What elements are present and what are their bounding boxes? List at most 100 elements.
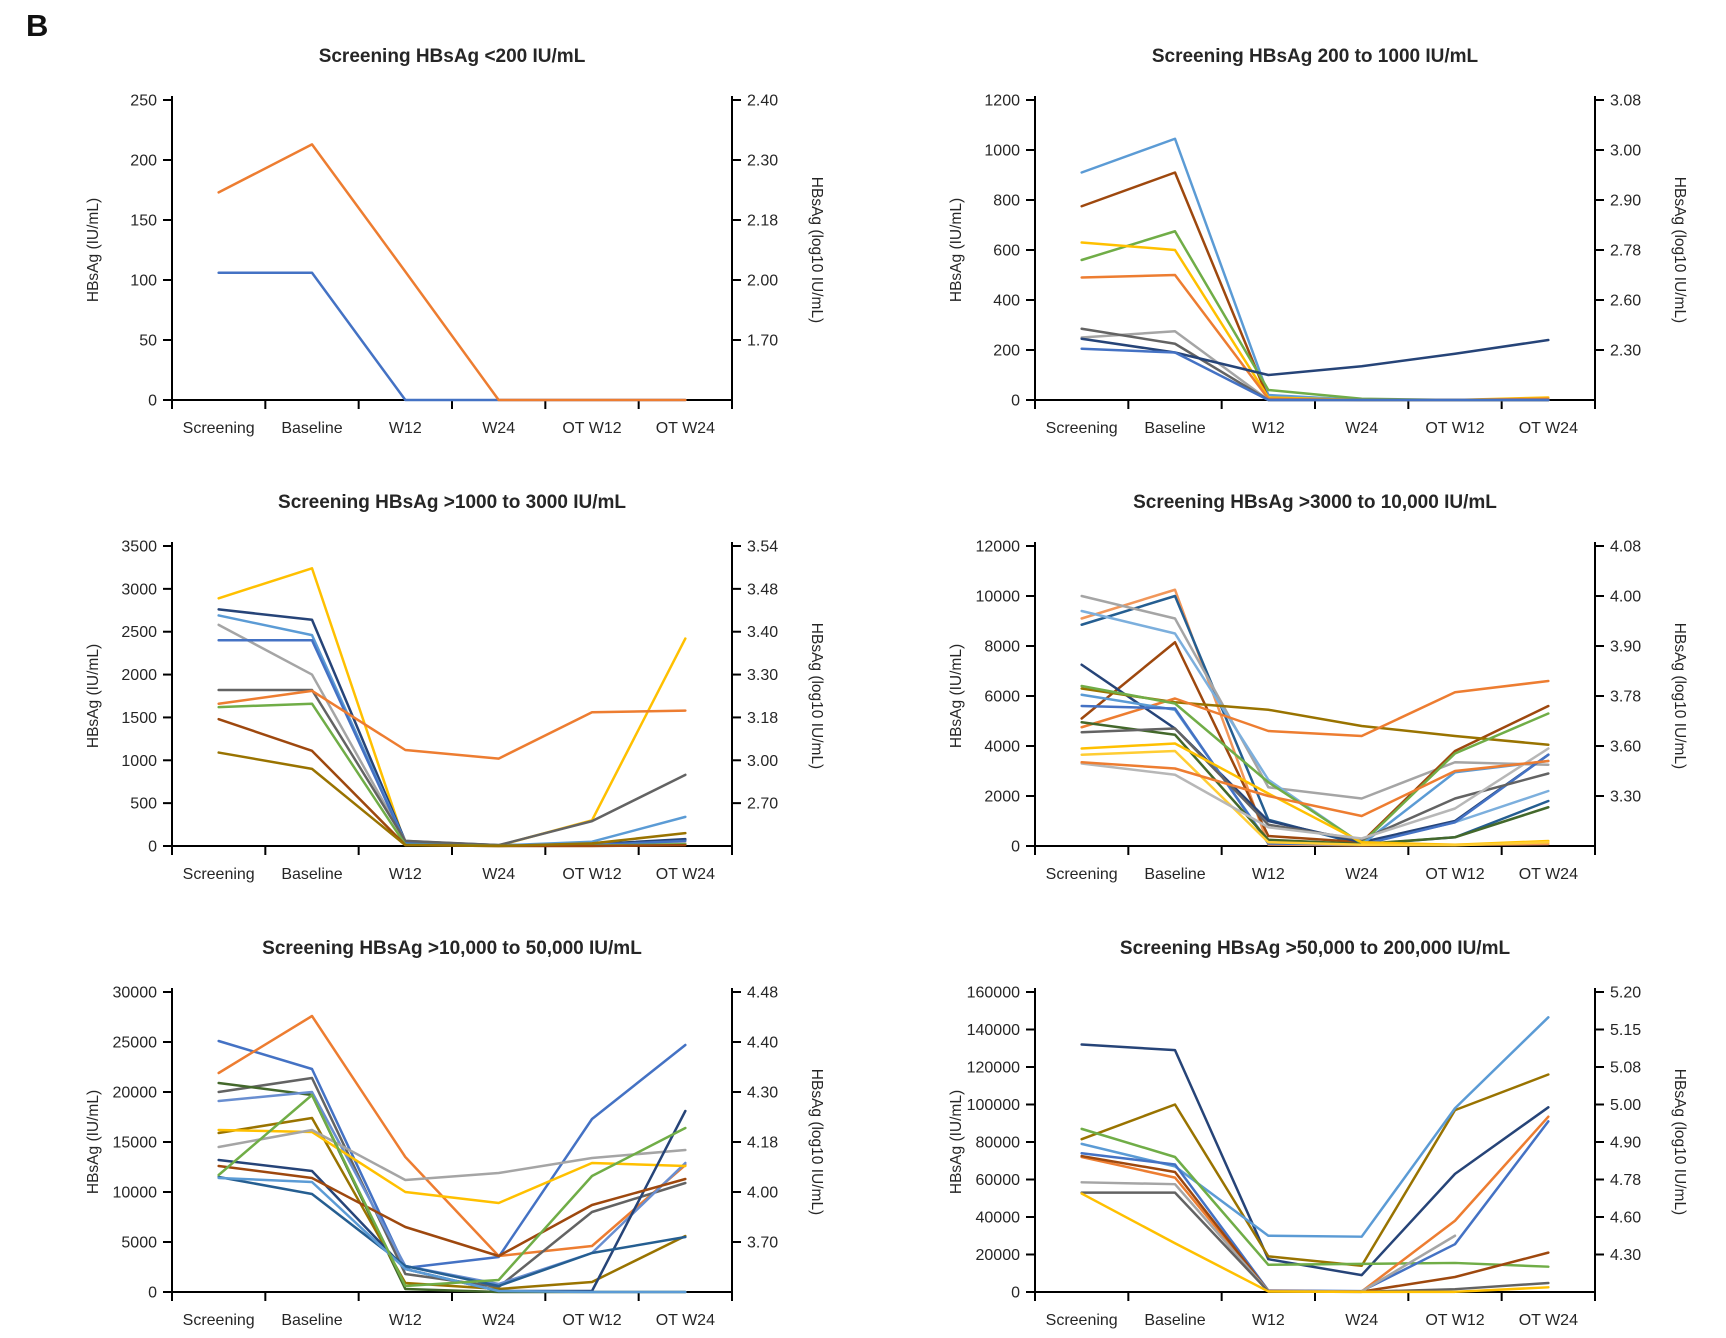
left-axis-tick-label: 150 [130,213,157,230]
left-axis-tick-label: 400 [993,293,1020,310]
left-axis-tick-label: 1000 [121,753,157,770]
right-axis-tick-label: 2.90 [1610,193,1641,210]
left-axis-tick-label: 0 [148,393,157,410]
series-line [1080,1043,1550,1277]
chart-hbsag-10000-50000: Screening HBsAg >10,000 to 50,000 IU/mL 0… [40,908,903,1338]
right-axis-tick-label: 4.18 [747,1135,778,1152]
x-axis-category-label: OT W12 [1425,1312,1484,1329]
left-axis-tick-label: 12000 [976,539,1021,556]
x-axis-category-label: W12 [1252,866,1285,883]
left-axis-tick-label: 15000 [113,1135,158,1152]
right-axis-title: HBsAg (log10 IU/mL) [808,623,825,769]
chart-title: Screening HBsAg <200 IU/mL [319,46,586,67]
right-axis-tick-label: 4.60 [1610,1210,1641,1227]
right-axis-tick-label: 4.00 [747,1185,778,1202]
left-axis-tick-label: 25000 [113,1035,158,1052]
left-axis-tick-label: 3500 [121,539,157,556]
x-axis-category-label: OT W12 [562,866,621,883]
x-axis-category-label: Baseline [1144,866,1205,883]
series-line [1080,1073,1550,1267]
left-axis-title: HBsAg (IU/mL) [948,198,965,302]
left-axis-title: HBsAg (IU/mL) [948,644,965,748]
right-axis-tick-label: 3.00 [1610,143,1641,160]
series-line [217,688,687,847]
x-axis-category-label: W12 [1252,420,1285,437]
x-axis-category-label: W12 [389,1312,422,1329]
left-axis-tick-label: 6000 [984,689,1020,706]
series-line [217,1076,687,1289]
x-axis-category-label: Screening [183,420,255,437]
chart-hbsag-50000-200000: Screening HBsAg >50,000 to 200,000 IU/mL… [903,908,1726,1338]
series-line [1080,759,1550,818]
left-axis-tick-label: 10000 [113,1185,158,1202]
right-axis-tick-label: 4.40 [747,1035,778,1052]
x-axis-category-label: W12 [1252,1312,1285,1329]
right-axis-tick-label: 5.20 [1610,985,1641,1002]
left-axis-tick-label: 60000 [976,1172,1021,1189]
right-axis-tick-label: 2.30 [747,153,778,170]
right-axis-tick-label: 2.70 [747,796,778,813]
x-axis-category-label: OT W12 [562,1312,621,1329]
right-axis-tick-label: 5.08 [1610,1060,1641,1077]
series-line [217,1039,687,1270]
right-axis-tick-label: 3.30 [1610,789,1641,806]
series-line [1080,171,1550,402]
chart-hbsag-200-1000: Screening HBsAg 200 to 1000 IU/mL 0 200 400… [903,16,1726,462]
left-axis-title: HBsAg (IU/mL) [85,644,102,748]
right-axis-tick-label: 3.30 [747,667,778,684]
series-line [1080,687,1550,746]
right-axis-tick-label: 3.60 [1610,739,1641,756]
x-axis-category-label: OT W24 [656,1312,715,1329]
right-axis-tick-label: 3.70 [747,1235,778,1252]
right-axis-tick-label: 3.48 [747,581,778,598]
left-axis-tick-label: 500 [130,796,157,813]
left-axis-tick-label: 100 [130,273,157,290]
series-line [1080,747,1550,840]
chart-canvas-hbsag-3000-10000: Screening HBsAg >3000 to 10,000 IU/mL 0 20… [948,492,1688,883]
left-axis-tick-label: 600 [993,243,1020,260]
series-line [217,1128,687,1182]
x-axis-category-label: W24 [482,866,515,883]
right-axis-tick-label: 4.48 [747,985,778,1002]
chart-canvas-hbsag-50000-200000: Screening HBsAg >50,000 to 200,000 IU/mL… [948,938,1688,1329]
series-line [1080,641,1550,844]
left-axis-tick-label: 1500 [121,710,157,727]
right-axis-tick-label: 4.30 [1610,1247,1641,1264]
chart-canvas-hbsag-1000-3000: Screening HBsAg >1000 to 3000 IU/mL 0 500 1… [85,492,825,883]
right-axis-tick-label: 2.60 [1610,293,1641,310]
x-axis-category-label: Screening [1046,420,1118,437]
series-line [217,751,687,848]
chart-canvas-hbsag-200-1000: Screening HBsAg 200 to 1000 IU/mL 0 200 400… [948,46,1688,437]
series-line [217,1128,687,1205]
chart-canvas-hbsag-10000-50000: Screening HBsAg >10,000 to 50,000 IU/mL 0… [85,938,825,1329]
x-axis-category-label: Baseline [1144,1312,1205,1329]
figure-label: B [26,8,49,43]
series-line [217,1093,687,1288]
right-axis-tick-label: 4.78 [1610,1172,1641,1189]
left-axis-tick-label: 0 [1011,839,1020,856]
left-axis-tick-label: 2000 [984,789,1020,806]
left-axis-tick-label: 50 [139,333,157,350]
x-axis-category-label: W24 [482,420,515,437]
series-line [1080,337,1550,377]
left-axis-title: HBsAg (IU/mL) [85,1090,102,1194]
left-axis-tick-label: 40000 [976,1210,1021,1227]
x-axis-category-label: OT W24 [1519,866,1578,883]
left-axis-tick-label: 20000 [113,1085,158,1102]
x-axis-category-label: W12 [389,866,422,883]
left-axis-tick-label: 0 [1011,393,1020,410]
left-axis-tick-label: 3000 [121,581,157,598]
x-axis-category-label: OT W12 [562,420,621,437]
right-axis-tick-label: 3.18 [747,710,778,727]
x-axis-category-label: Screening [183,1312,255,1329]
chart-hbsag-lt-200: Screening HBsAg <200 IU/mL 0 50 100 150 200 25… [40,16,903,462]
left-axis-tick-label: 200 [993,343,1020,360]
series-line [217,143,687,402]
left-axis-tick-label: 0 [148,1285,157,1302]
right-axis-tick-label: 5.00 [1610,1097,1641,1114]
x-axis-category-label: Baseline [1144,420,1205,437]
chart-title: Screening HBsAg >3000 to 10,000 IU/mL [1133,492,1497,513]
series-line [217,614,687,847]
right-axis-tick-label: 1.70 [747,333,778,350]
chart-title: Screening HBsAg >10,000 to 50,000 IU/mL [262,938,642,959]
